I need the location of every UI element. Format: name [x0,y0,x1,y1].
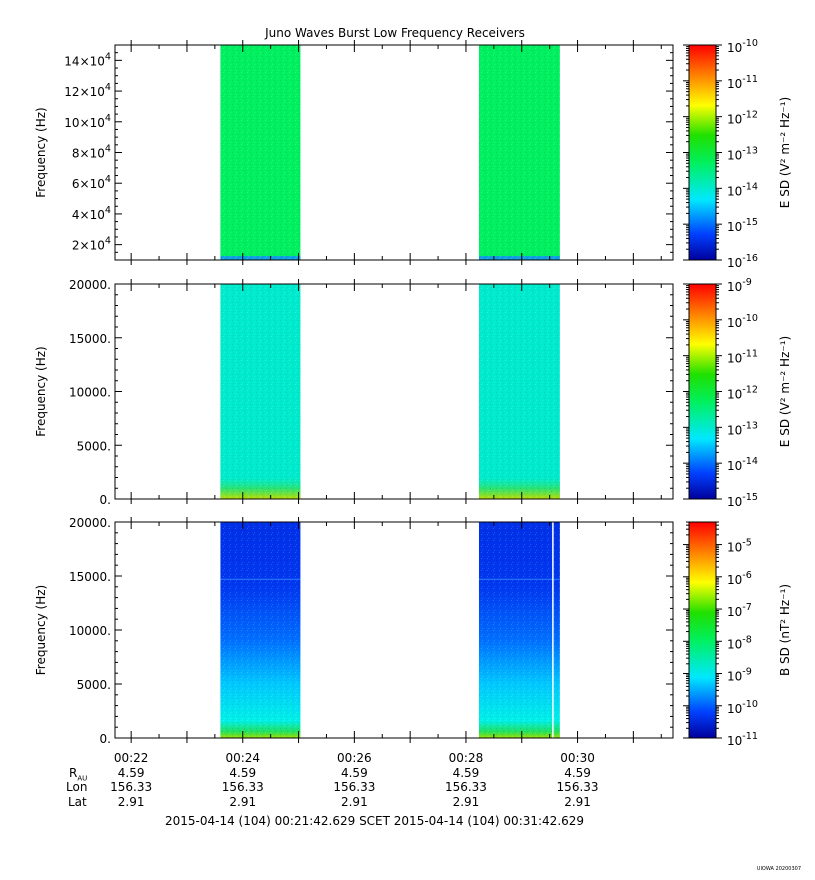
y-tick-label: 20000. [69,516,111,530]
colorbar-tick-label: 10-11 [727,731,758,748]
burst-1 [220,522,301,738]
colorbar-tick-label: 10-13 [727,420,758,437]
y-tick-label: 14×104 [64,51,111,68]
y-tick-label: 6×104 [72,174,111,191]
colorbar-tick-label: 10-16 [727,253,758,270]
colorbar-tick-label: 10-10 [727,313,758,330]
time-range: 2015-04-14 (104) 00:21:42.629 SCET 2015-… [165,814,585,828]
ephem-lon-value: 156.33 [444,780,487,794]
ephem-lon-value: 156.33 [333,780,376,794]
ephem-lat-value: 2.91 [564,795,591,809]
ephem-label-r: RAU [69,766,88,783]
burst-1 [220,45,301,260]
ephem-label-lat: Lat [68,795,87,809]
spectrogram-panel-1: 2×104 4×104 6×104 8×104 10×104 12×104 14×104 Fr… [34,38,792,270]
x-tick-label: 00:22 [114,751,149,765]
version-stamp: UIOWA 20200307 [756,866,801,872]
ephem-r-value: 4.59 [340,766,368,780]
ephem-r-value: 4.59 [229,766,257,780]
plot-frame [114,521,674,739]
colorbar-1: 10-10 10-11 10-12 10-13 10-14 10-15 10-16 E SD … [683,38,792,270]
y-tick-label: 10×104 [64,113,111,130]
colorbar-tick-label: 10-14 [727,456,758,473]
y-tick-label: 10000. [69,624,111,638]
colorbar-tick-label: 10-8 [727,634,752,651]
y-tick-label: 8×104 [72,144,111,161]
ephem-lon-value: 156.33 [221,780,264,794]
colorbar-tick-label: 10-6 [727,570,752,587]
x-tick-label: 00:28 [449,751,484,765]
ephem-lon-value: 156.33 [110,780,153,794]
chart-title: Juno Waves Burst Low Frequency Receivers [264,26,525,40]
colorbar-tick-label: 10-12 [727,385,758,402]
ephem-lat-value: 2.91 [117,795,145,809]
y-axis-label: Frequency (Hz) [34,585,48,676]
ephem-lat-value: 2.91 [229,795,257,809]
spectrogram-panel-2: 0. 5000. 10000. 15000. 20000. Frequency (Hz) 1… [34,277,792,509]
ephem-r-value: 4.59 [452,766,480,780]
colorbar-tick-label: 10-10 [727,38,758,55]
plot-frame [114,283,674,500]
y-tick-label: 0. [100,732,111,746]
y-tick-label: 15000. [69,570,111,584]
colorbar-tick-label: 10-15 [727,217,758,234]
y-tick-label: 20000. [69,278,111,292]
colorbar-label: E SD (V² m⁻² Hz⁻¹) [778,97,792,208]
y-tick-label: 10000. [69,386,111,400]
ephem-lat-value: 2.91 [452,795,480,809]
y-tick-label: 2×104 [72,236,111,253]
burst-2 [478,45,560,260]
y-axis-label: Frequency (Hz) [34,107,48,198]
colorbar-tick-label: 10-15 [727,492,758,509]
y-tick-label: 12×104 [64,82,111,99]
colorbar-3: 10-5 10-6 10-7 10-8 10-9 10-10 10-11 B SD (nT² … [683,521,792,748]
colorbar-label: B SD (nT² Hz⁻¹) [778,584,792,676]
colorbar-tick-label: 10-5 [727,538,752,555]
colorbar-tick-label: 10-11 [727,74,758,91]
x-tick-label: 00:26 [337,751,372,765]
colorbar-tick-label: 10-12 [727,110,758,127]
x-tick-label: 00:24 [225,751,260,765]
y-tick-label: 5000. [77,678,111,692]
burst-2 [478,522,560,738]
colorbar-tick-label: 10-9 [727,277,752,294]
x-tick-label: 00:30 [560,751,595,765]
colorbar-label: E SD (V² m⁻² Hz⁻¹) [778,336,792,447]
colorbar-tick-label: 10-14 [727,181,758,198]
y-tick-label: 5000. [77,439,111,453]
colorbar-tick-label: 10-13 [727,146,758,163]
colorbar-2: 10-9 10-10 10-11 10-12 10-13 10-14 10-15 E SD (… [683,277,792,509]
colorbar-tick-label: 10-10 [727,699,758,716]
ephem-r-value: 4.59 [117,766,145,780]
ephem-label-lon: Lon [66,780,88,794]
y-tick-label: 15000. [69,332,111,346]
plot-frame [114,44,674,261]
colorbar-tick-label: 10-7 [727,602,752,619]
colorbar-tick-label: 10-9 [727,667,752,684]
burst-2 [478,284,560,499]
y-tick-label: 4×104 [72,205,111,222]
spectrogram-panel-3: 0. 5000. 10000. 15000. 20000. Frequency (Hz) 1… [34,516,792,748]
ephem-r-value: 4.59 [564,766,591,780]
y-axis-label: Frequency (Hz) [34,346,48,437]
burst-1 [220,284,301,499]
ephem-lat-value: 2.91 [340,795,368,809]
ephem-label-r-subscript: AU [77,774,88,783]
colorbar-tick-label: 10-11 [727,349,758,366]
ephem-lon-value: 156.33 [556,780,599,794]
y-tick-label: 0. [100,493,111,507]
